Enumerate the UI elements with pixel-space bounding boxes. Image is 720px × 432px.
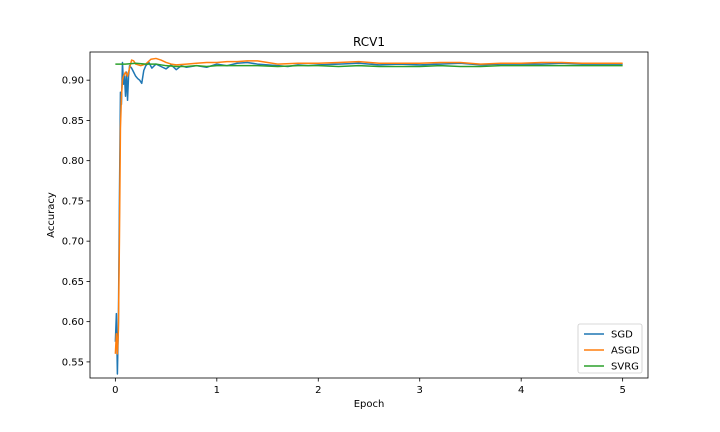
x-tick-label: 5 xyxy=(619,385,625,396)
y-tick-label: 0.60 xyxy=(62,317,84,328)
y-tick-label: 0.85 xyxy=(62,116,84,127)
x-tick-label: 3 xyxy=(417,385,423,396)
legend-label-asgd: ASGD xyxy=(611,346,640,357)
x-axis: 0 1 2 3 4 5 xyxy=(112,378,626,396)
x-tick-label: 1 xyxy=(214,385,220,396)
x-tick-label: 0 xyxy=(112,385,118,396)
x-tick-label: 2 xyxy=(315,385,321,396)
legend-label-svrg: SVRG xyxy=(611,362,639,373)
x-tick-label: 4 xyxy=(518,385,524,396)
y-axis-label: Accuracy xyxy=(46,192,57,238)
series-line-asgd xyxy=(114,57,623,355)
y-tick-label: 0.65 xyxy=(62,277,84,288)
y-axis: 0.55 0.60 0.65 0.70 0.75 0.80 0.85 0.90 xyxy=(62,76,90,368)
y-tick-label: 0.55 xyxy=(62,357,84,368)
y-tick-label: 0.75 xyxy=(62,196,84,207)
chart-title: RCV1 xyxy=(353,35,385,49)
legend: SGD ASGD SVRG xyxy=(577,323,643,374)
y-tick-label: 0.90 xyxy=(62,76,84,87)
series-line-sgd xyxy=(114,61,623,375)
plot-frame xyxy=(89,51,649,379)
y-tick-label: 0.70 xyxy=(62,237,84,248)
legend-frame xyxy=(577,323,643,374)
x-axis-label: Epoch xyxy=(354,399,385,410)
plot-area xyxy=(114,57,623,375)
series-line-svrg xyxy=(115,62,623,68)
y-tick-label: 0.80 xyxy=(62,156,84,167)
legend-label-sgd: SGD xyxy=(611,330,633,341)
